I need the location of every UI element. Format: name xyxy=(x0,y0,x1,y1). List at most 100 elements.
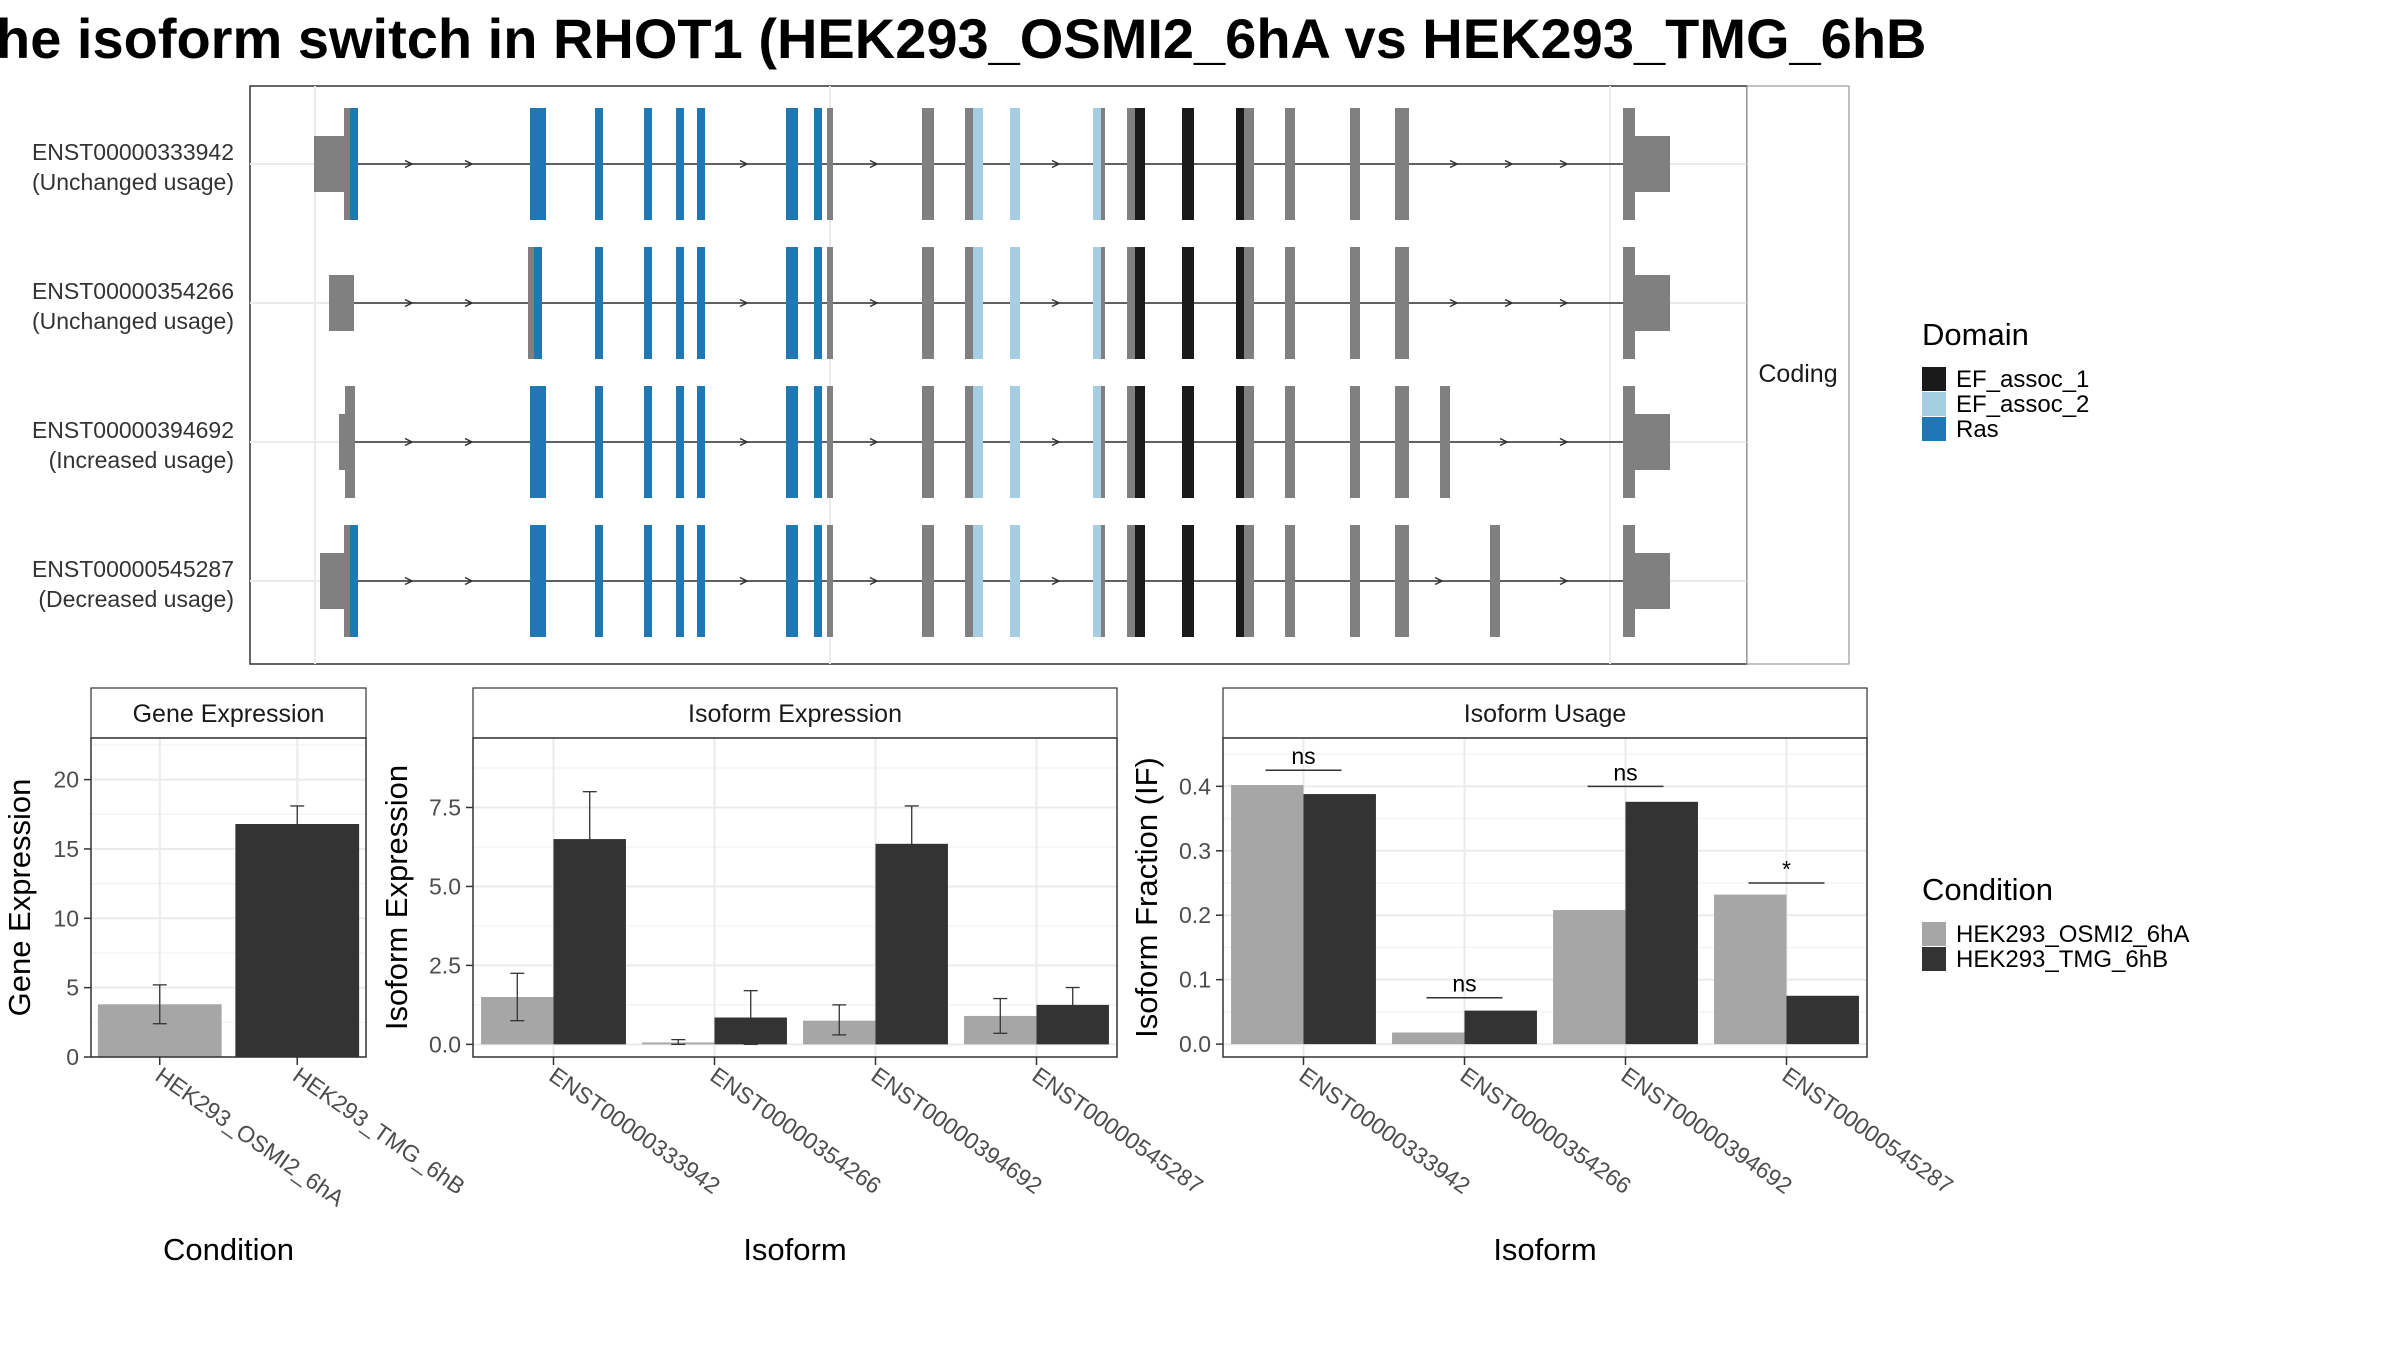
domain-exon xyxy=(644,386,652,498)
domain-exon xyxy=(973,108,983,220)
strand-arrow xyxy=(739,576,749,586)
domain-exon xyxy=(350,108,358,220)
strand-arrow xyxy=(464,298,474,308)
domain-exon xyxy=(595,386,603,498)
domain-exon xyxy=(973,247,983,359)
y-tick-label: 0.1 xyxy=(1179,967,1211,993)
domain-exon xyxy=(1182,108,1194,220)
y-tick-label: 20 xyxy=(53,767,79,793)
domain-exon xyxy=(676,247,684,359)
y-axis-title: Isoform Expression xyxy=(379,765,414,1030)
domain-exon xyxy=(1135,525,1145,637)
panel-border xyxy=(472,737,1118,1058)
y-tick-label: 5 xyxy=(66,975,79,1001)
strand-arrow xyxy=(1559,159,1569,169)
domain-exon xyxy=(1182,525,1194,637)
utr-exon xyxy=(1635,414,1670,470)
domain-exon xyxy=(350,525,358,637)
domain-exon xyxy=(1093,386,1101,498)
panel-strip-label: Isoform Usage xyxy=(1464,700,1627,728)
bar xyxy=(235,823,360,1057)
bar xyxy=(1553,910,1626,1045)
exon xyxy=(1395,108,1409,220)
gene-expression-panel: Gene Expression05101520HEK293_OSMI2_6hAH… xyxy=(2,687,470,1267)
x-axis-title: Isoform xyxy=(743,1232,846,1267)
strand-arrow xyxy=(464,159,474,169)
domain-exon xyxy=(786,247,798,359)
utr-exon xyxy=(329,275,354,331)
strand-arrow xyxy=(404,298,414,308)
x-axis-title: Isoform xyxy=(1493,1232,1596,1267)
utr-exon xyxy=(314,136,344,192)
exon xyxy=(1127,525,1135,637)
exon xyxy=(965,525,973,637)
domain-exon xyxy=(1236,386,1244,498)
domain-exon xyxy=(595,247,603,359)
panel-strip-label: Isoform Expression xyxy=(688,700,902,728)
panel-strip xyxy=(90,687,367,739)
strand-arrow xyxy=(739,298,749,308)
exon xyxy=(1350,108,1360,220)
domain-exon xyxy=(530,386,546,498)
legend-label: EF_assoc_1 xyxy=(1956,366,2089,393)
strand-arrow xyxy=(1051,576,1061,586)
x-tick-label: ENST00000545287 xyxy=(1778,1062,1958,1199)
y-tick-label: 0.0 xyxy=(429,1031,461,1057)
y-axis-title: Isoform Fraction (IF) xyxy=(1129,757,1164,1038)
exon xyxy=(1127,386,1135,498)
bar xyxy=(1464,1010,1537,1045)
domain-exon xyxy=(676,386,684,498)
exon xyxy=(1395,386,1409,498)
domain-exon xyxy=(814,247,822,359)
isoform-label-usage: (Decreased usage) xyxy=(38,586,234,612)
domain-legend: Domain EF_assoc_1 EF_assoc_2 Ras xyxy=(1922,317,2089,443)
exon xyxy=(827,525,833,637)
exon xyxy=(922,247,934,359)
exon xyxy=(1285,525,1295,637)
y-tick-label: 0.2 xyxy=(1179,902,1211,928)
exon xyxy=(1285,247,1295,359)
domain-exon xyxy=(973,386,983,498)
exon xyxy=(1101,525,1105,637)
exon xyxy=(922,525,934,637)
domain-exon xyxy=(1093,247,1101,359)
domain-exon xyxy=(814,525,822,637)
strand-arrow xyxy=(464,437,474,447)
x-axis-title: Condition xyxy=(163,1232,294,1267)
domain-exon xyxy=(697,247,705,359)
domain-exon xyxy=(534,247,542,359)
y-tick-label: 0 xyxy=(66,1044,79,1070)
significance-label: ns xyxy=(1613,759,1637,785)
domain-exon xyxy=(1093,525,1101,637)
exon xyxy=(1623,386,1635,498)
domain-exon xyxy=(644,108,652,220)
transcript-structure-panel: ENST00000333942 (Unchanged usage) ENST00… xyxy=(32,85,1850,665)
strand-arrow xyxy=(739,437,749,447)
domain-exon xyxy=(595,525,603,637)
x-tick-label: ENST00000545287 xyxy=(1028,1062,1208,1199)
domain-exon xyxy=(1236,108,1244,220)
condition-legend: Condition HEK293_OSMI2_6hA HEK293_TMG_6h… xyxy=(1922,872,2189,973)
domain-exon xyxy=(973,525,983,637)
figure-title: he isoform switch in RHOT1 (HEK293_OSMI2… xyxy=(0,7,1926,70)
domain-exon xyxy=(1135,247,1145,359)
exon xyxy=(1127,247,1135,359)
exon xyxy=(1244,247,1254,359)
utr-exon xyxy=(1635,136,1670,192)
exon xyxy=(1623,108,1635,220)
exon xyxy=(922,386,934,498)
isoform-label-usage: (Unchanged usage) xyxy=(32,308,234,334)
strand-arrow xyxy=(869,159,879,169)
structure-strip xyxy=(1746,85,1850,665)
panel-strip-label: Gene Expression xyxy=(133,700,325,728)
exon xyxy=(528,247,535,359)
domain-legend-title: Domain xyxy=(1922,317,2029,352)
strand-arrow xyxy=(869,298,879,308)
legend-swatch xyxy=(1922,947,1946,971)
domain-exon xyxy=(1182,247,1194,359)
strand-arrow xyxy=(869,576,879,586)
exon xyxy=(965,108,973,220)
panel-strip xyxy=(472,687,1118,739)
domain-exon xyxy=(814,386,822,498)
